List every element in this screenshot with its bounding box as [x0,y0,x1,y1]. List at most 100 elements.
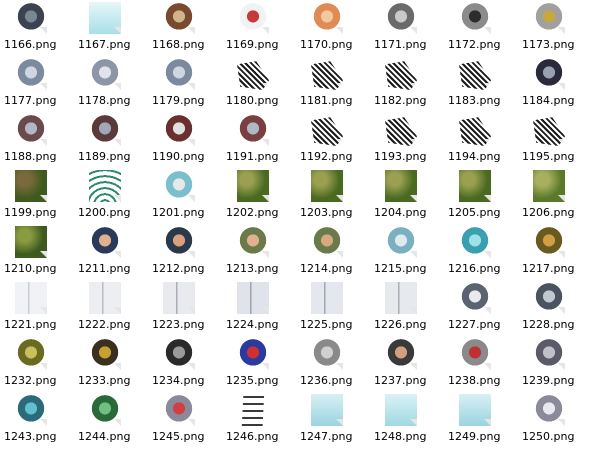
probe-droid-icon[interactable] [533,394,565,426]
file-item[interactable]: 1223.png [148,280,222,336]
file-item[interactable]: 1184.png [518,56,590,112]
ice-tile-icon[interactable] [385,394,417,426]
file-item[interactable]: 1216.png [444,224,518,280]
jungle-tile-icon[interactable] [15,226,47,258]
creature-icon[interactable] [533,226,565,258]
dither-shadow-icon[interactable] [311,117,343,146]
file-item[interactable]: 1169.png [222,0,296,56]
stormtrooper-icon[interactable] [237,2,269,34]
metal-pipe-icon[interactable] [89,58,121,90]
ship-wreck-icon[interactable] [89,114,121,146]
file-item[interactable]: 1204.png [370,168,444,224]
file-item[interactable]: 1215.png [370,224,444,280]
file-item[interactable]: 1243.png [0,392,74,448]
file-item[interactable]: 1180.png [222,56,296,112]
robot-arm-icon[interactable] [533,338,565,370]
file-item[interactable]: 1172.png [444,0,518,56]
circuit-board-icon[interactable] [89,338,121,370]
file-item[interactable]: 1212.png [148,224,222,280]
ice-tile-icon[interactable] [311,394,343,426]
dither-shadow-icon[interactable] [459,117,491,146]
metal-pipe-icon[interactable] [163,58,195,90]
file-item[interactable]: 1183.png [444,56,518,112]
speeder-icon[interactable] [459,282,491,314]
file-item[interactable]: 1181.png [296,56,370,112]
hull-panel-icon[interactable] [89,282,121,314]
file-item[interactable]: 1191.png [222,112,296,168]
ice-tile-icon[interactable] [459,394,491,426]
file-item[interactable]: 1194.png [444,112,518,168]
file-item[interactable]: 1246.png [222,392,296,448]
keycard-icon[interactable] [311,338,343,370]
blue-device-icon[interactable] [15,394,47,426]
file-item[interactable]: 1235.png [222,336,296,392]
file-item[interactable]: 1195.png [518,112,590,168]
olive-machine-icon[interactable] [15,338,47,370]
jungle-tile-icon[interactable] [459,170,491,202]
hull-panel-icon[interactable] [15,282,47,314]
file-item[interactable]: 1213.png [222,224,296,280]
file-item[interactable]: 1221.png [0,280,74,336]
jungle-tile-icon[interactable] [385,170,417,202]
rebel-soldier-icon[interactable] [311,226,343,258]
ship-wreck-icon[interactable] [237,114,269,146]
file-item[interactable]: 1224.png [222,280,296,336]
donut-rock-icon[interactable] [163,2,195,34]
jungle-tile-icon[interactable] [533,170,565,202]
grey-box-icon[interactable] [385,2,417,34]
file-item[interactable]: 1173.png [518,0,590,56]
file-item[interactable]: 1249.png [444,392,518,448]
file-item[interactable]: 1170.png [296,0,370,56]
file-item[interactable]: 1189.png [74,112,148,168]
file-item[interactable]: 1214.png [296,224,370,280]
file-item[interactable]: 1199.png [0,168,74,224]
control-panel-icon[interactable] [163,394,195,426]
file-item[interactable]: 1210.png [0,224,74,280]
file-item[interactable]: 1232.png [0,336,74,392]
file-item[interactable]: 1177.png [0,56,74,112]
file-item[interactable]: 1202.png [222,168,296,224]
file-item[interactable]: 1226.png [370,280,444,336]
file-item[interactable]: 1239.png [518,336,590,392]
file-item[interactable]: 1201.png [148,168,222,224]
file-item[interactable]: 1206.png [518,168,590,224]
hull-panel-icon[interactable] [163,282,195,314]
droid-cube-icon[interactable] [385,226,417,258]
file-item[interactable]: 1192.png [296,112,370,168]
metal-pipe-icon[interactable] [15,58,47,90]
ship-wreck-icon[interactable] [163,114,195,146]
file-item[interactable]: 1217.png [518,224,590,280]
machine-part-yellow-icon[interactable] [533,2,565,34]
file-item[interactable]: 1225.png [296,280,370,336]
hull-panel-icon[interactable] [311,282,343,314]
ice-block-icon[interactable] [89,2,121,34]
file-item[interactable]: 1203.png [296,168,370,224]
file-item[interactable]: 1193.png [370,112,444,168]
jungle-tile-icon[interactable] [311,170,343,202]
dither-shadow-icon[interactable] [459,61,491,90]
signal-waves-icon[interactable] [89,170,121,202]
file-item[interactable]: 1236.png [296,336,370,392]
green-walker-icon[interactable] [89,394,121,426]
file-item[interactable]: 1205.png [444,168,518,224]
ladder-icon[interactable] [241,394,265,426]
file-item[interactable]: 1166.png [0,0,74,56]
dither-shadow-icon[interactable] [385,61,417,90]
file-item[interactable]: 1228.png [518,280,590,336]
file-item[interactable]: 1179.png [148,56,222,112]
dither-shadow-icon[interactable] [533,117,565,146]
file-item[interactable]: 1247.png [296,392,370,448]
file-item[interactable]: 1233.png [74,336,148,392]
ship-wreck-icon[interactable] [15,114,47,146]
machine-part-icon[interactable] [459,2,491,34]
file-item[interactable]: 1238.png [444,336,518,392]
hull-panel-icon[interactable] [237,282,269,314]
file-item[interactable]: 1200.png [74,168,148,224]
file-item[interactable]: 1248.png [370,392,444,448]
file-item[interactable]: 1250.png [518,392,590,448]
file-item[interactable]: 1237.png [370,336,444,392]
chip-icon[interactable] [163,338,195,370]
dither-shadow-icon[interactable] [311,61,343,90]
file-item[interactable]: 1211.png [74,224,148,280]
file-item[interactable]: 1167.png [74,0,148,56]
